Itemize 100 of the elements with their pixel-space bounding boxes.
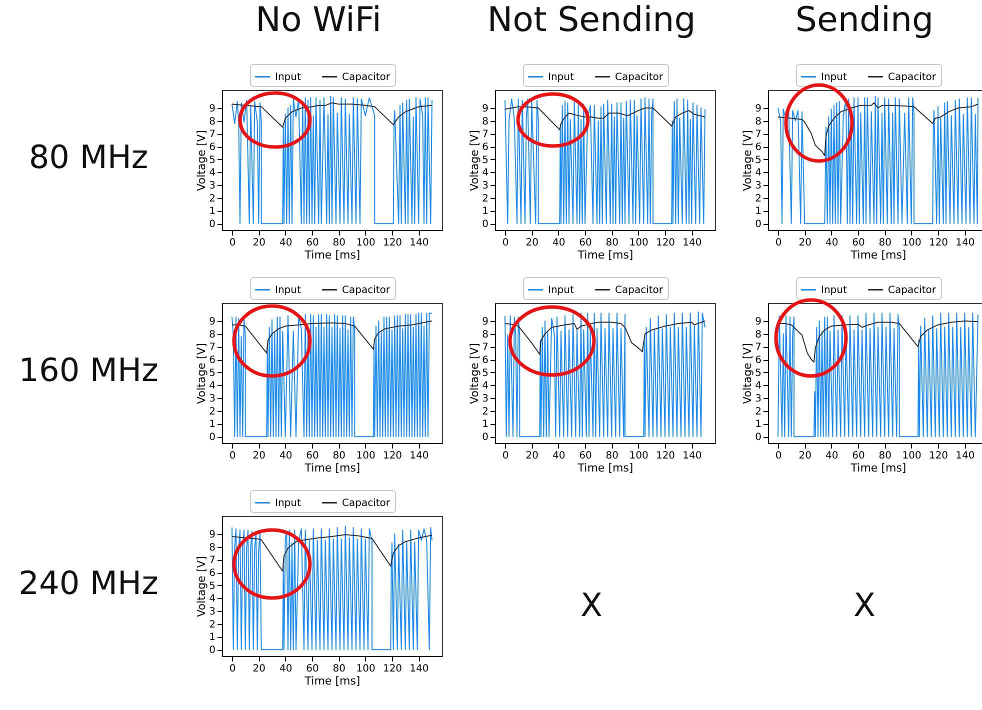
y-tick-label: 8 (482, 116, 488, 128)
x-tick-label: 40 (825, 238, 838, 248)
x-axis-title: Time [ms] (576, 462, 634, 474)
legend-label: Capacitor (342, 284, 391, 296)
y-tick-label: 6 (755, 142, 762, 154)
y-tick-label: 7 (209, 129, 216, 140)
y-tick-label: 1 (209, 206, 216, 218)
y-tick-label: 5 (209, 580, 216, 592)
x-axis-title: Time [ms] (850, 248, 906, 262)
y-tick-label: 2 (209, 619, 216, 630)
y-tick-label: 4 (755, 168, 762, 179)
y-tick-label: 6 (209, 568, 216, 580)
y-tick-label: 5 (482, 154, 488, 166)
line-series (232, 102, 432, 128)
x-tick-label: 0 (775, 450, 782, 462)
x-tick-label: 140 (410, 238, 429, 248)
y-tick-label: 0 (209, 432, 216, 444)
y-tick-label: 0 (755, 432, 762, 444)
y-tick-label: 6 (209, 142, 216, 154)
x-tick-label: 100 (902, 238, 922, 248)
y-tick-label: 1 (209, 419, 216, 430)
line-series (504, 106, 706, 130)
x-tick-label: 40 (279, 664, 292, 674)
x-tick-label: 100 (356, 450, 376, 462)
y-tick-label: 2 (482, 193, 488, 204)
y-tick-label: 6 (482, 355, 488, 366)
x-tick-label: 140 (956, 450, 975, 462)
y-tick-label: 0 (209, 645, 216, 656)
x-tick-label: 120 (656, 450, 676, 462)
x-tick-label: 0 (502, 238, 509, 248)
y-tick-label: 9 (209, 529, 216, 540)
y-tick-label: 9 (482, 103, 488, 114)
line-series (232, 526, 432, 650)
x-tick-label: 80 (332, 664, 346, 674)
y-tick-label: 3 (209, 180, 216, 192)
x-tick-label: 0 (229, 450, 236, 462)
y-tick-label: 8 (209, 116, 216, 128)
y-tick-label: 4 (482, 168, 488, 179)
y-tick-label: 2 (209, 193, 216, 204)
y-tick-label: 2 (755, 406, 762, 418)
x-tick-label: 20 (798, 238, 812, 248)
y-tick-label: 5 (755, 154, 762, 166)
chart-title: Not Sending (486, 0, 697, 42)
x-tick-label: 80 (332, 450, 346, 462)
x-tick-label: 20 (252, 238, 266, 248)
y-tick-label: 9 (755, 316, 762, 328)
x-tick-label: 0 (502, 450, 509, 462)
x-tick-label: 60 (579, 238, 592, 248)
y-tick-label: 1 (482, 419, 488, 430)
y-tick-label: 3 (482, 180, 488, 192)
x-tick-label: 60 (306, 664, 319, 674)
x-tick-label: 120 (928, 450, 948, 462)
y-tick-label: 4 (755, 380, 762, 392)
y-tick-label: 3 (755, 394, 762, 405)
y-tick-label: 5 (209, 154, 216, 166)
line-series (778, 312, 978, 438)
x-tick-label: 100 (356, 664, 376, 674)
y-tick-label: 7 (209, 342, 216, 354)
x-tick-label: 20 (526, 450, 539, 462)
y-tick-label: 3 (209, 606, 216, 618)
y-tick-label: 0 (482, 432, 488, 444)
x-tick-label: 80 (606, 450, 619, 462)
line-series (504, 97, 706, 224)
x-tick-label: 120 (656, 238, 676, 248)
x-tick-label: 40 (552, 238, 566, 248)
line-series (232, 534, 432, 572)
line-series (504, 320, 706, 355)
line-series (778, 102, 978, 156)
x-tick-label: 60 (306, 450, 319, 462)
y-tick-label: 8 (209, 542, 216, 554)
y-tick-label: 4 (482, 380, 488, 392)
y-tick-label: 9 (482, 316, 488, 328)
x-axis-title: Time [ms] (576, 248, 634, 262)
x-tick-label: 140 (410, 664, 429, 674)
x-tick-label: 0 (229, 664, 236, 674)
y-tick-label: 8 (755, 329, 762, 340)
y-tick-label: 3 (755, 180, 762, 192)
y-tick-label: 2 (482, 406, 488, 418)
y-tick-label: 8 (209, 329, 216, 340)
y-tick-label: 8 (482, 329, 488, 340)
x-tick-label: 100 (629, 450, 648, 462)
y-tick-label: 1 (209, 632, 216, 644)
x-tick-label: 20 (252, 450, 266, 462)
line-series (504, 311, 706, 438)
text: X (580, 586, 602, 624)
y-axis-title: Voltage [V] (468, 343, 482, 404)
text: 160 MHz (18, 351, 160, 389)
y-axis-title: Voltage [V] (741, 343, 754, 404)
y-tick-label: 9 (209, 103, 216, 114)
x-tick-label: 140 (682, 238, 702, 248)
y-tick-label: 2 (755, 193, 762, 204)
y-tick-label: 0 (209, 219, 216, 230)
x-tick-label: 40 (825, 450, 838, 462)
legend-label: Input (821, 72, 847, 83)
y-tick-label: 7 (482, 129, 488, 140)
legend-label: Capacitor (342, 72, 391, 83)
x-tick-label: 140 (682, 450, 702, 462)
y-tick-label: 7 (755, 129, 762, 140)
y-tick-label: 5 (209, 368, 216, 379)
y-axis-title: Voltage [V] (195, 343, 208, 404)
